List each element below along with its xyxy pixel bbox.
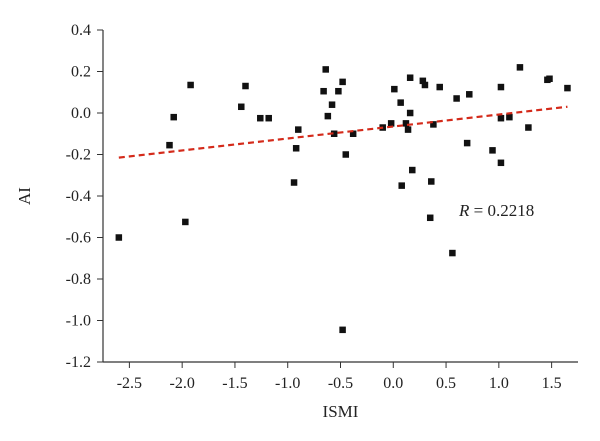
y-tick-label: -0.8 <box>66 271 91 288</box>
data-point <box>187 81 194 89</box>
y-tick-label: 0.2 <box>71 64 91 81</box>
data-point <box>419 77 427 85</box>
data-point <box>265 114 272 122</box>
correlation-value: = 0.2218 <box>469 201 534 220</box>
data-point <box>406 109 414 117</box>
y-tick-label: -0.6 <box>66 230 91 247</box>
data-point <box>166 141 173 149</box>
data-point <box>426 214 434 222</box>
data-point <box>238 103 245 111</box>
y-tick-label: -0.2 <box>66 147 91 164</box>
y-axis: 0.4 0.2 0.0 -0.2 -0.4 -0.6 -0.8 -1.0 -1.2 <box>66 22 103 371</box>
data-point <box>328 101 336 108</box>
correlation-variable: R <box>458 201 470 220</box>
data-point <box>497 114 505 122</box>
data-point <box>436 83 443 91</box>
data-points <box>115 64 571 334</box>
data-point <box>391 85 398 93</box>
data-point <box>525 124 532 131</box>
data-point <box>409 166 416 174</box>
x-axis: -2.5 -2.0 -1.5 -1.0 -0.5 0.0 0.5 1.0 1.5 <box>117 362 562 392</box>
x-tick-label: 0.5 <box>436 375 456 392</box>
x-tick-label: -0.5 <box>328 375 353 392</box>
data-point <box>330 130 338 137</box>
data-point <box>546 75 553 83</box>
data-point <box>398 182 405 189</box>
data-point <box>402 120 410 127</box>
x-tick-label: -2.0 <box>170 375 195 392</box>
data-point <box>387 120 395 127</box>
data-point <box>290 179 298 186</box>
data-point <box>497 159 505 167</box>
data-point <box>295 126 302 133</box>
data-point <box>257 114 264 122</box>
data-point <box>182 218 189 226</box>
x-tick-label: 1.0 <box>489 375 509 392</box>
data-point <box>170 113 177 121</box>
data-point <box>497 83 505 91</box>
y-tick-label: -0.4 <box>66 188 91 205</box>
data-point <box>489 147 496 154</box>
x-tick-label: -1.5 <box>222 375 247 392</box>
x-tick-label: 1.5 <box>542 375 562 392</box>
data-point <box>242 82 249 90</box>
y-tick-label: 0.0 <box>71 105 91 122</box>
data-point <box>428 178 435 185</box>
data-point <box>339 326 346 334</box>
data-point <box>466 91 473 98</box>
x-axis-title: ISMI <box>323 402 359 421</box>
correlation-annotation: R = 0.2218 <box>458 201 534 220</box>
data-point <box>404 126 412 133</box>
y-tick-label: 0.4 <box>71 22 91 39</box>
data-point <box>506 113 513 121</box>
x-tick-label: 0.0 <box>383 375 403 392</box>
data-point <box>397 99 404 106</box>
data-point <box>115 234 123 241</box>
trend-line <box>118 105 568 159</box>
data-point <box>324 112 332 120</box>
data-point <box>342 151 350 158</box>
y-tick-label: -1.2 <box>66 354 91 371</box>
data-point <box>292 145 300 152</box>
data-point <box>322 66 329 73</box>
data-point <box>430 121 437 128</box>
data-point <box>339 78 346 86</box>
data-point <box>449 249 456 257</box>
data-point <box>421 81 429 89</box>
y-axis-title: AI <box>15 187 34 205</box>
data-point <box>463 139 471 147</box>
data-point <box>335 87 342 95</box>
y-tick-label: -1.0 <box>66 313 91 330</box>
data-point <box>564 84 571 92</box>
x-tick-label: -1.0 <box>275 375 300 392</box>
data-point <box>453 95 460 102</box>
x-tick-label: -2.5 <box>117 375 142 392</box>
data-point <box>320 87 327 95</box>
data-point <box>516 64 524 71</box>
data-point <box>349 130 357 137</box>
data-point <box>406 74 414 81</box>
